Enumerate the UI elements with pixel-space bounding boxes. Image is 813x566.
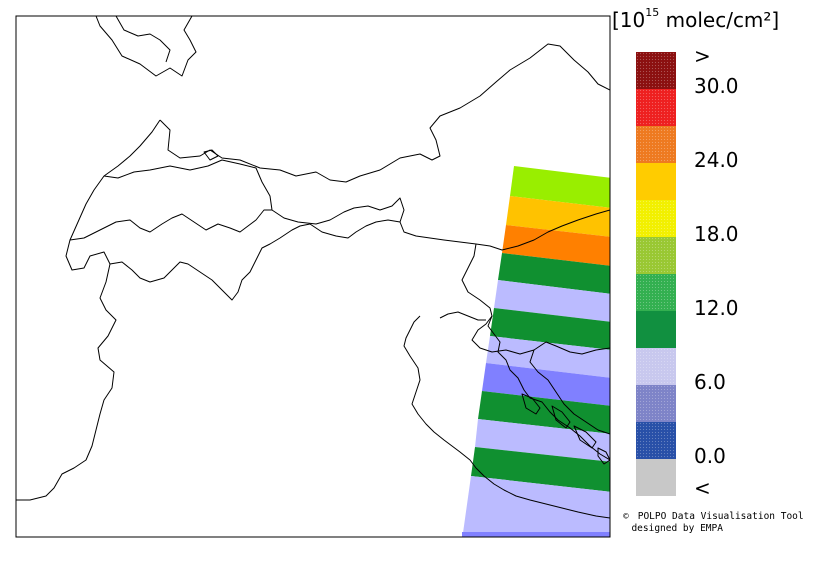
island-3 (573, 425, 597, 449)
legend-swatch (636, 237, 676, 274)
border-slovenia (461, 243, 610, 355)
legend-tick-label: 12.0 (694, 296, 739, 320)
legend-swatch (636, 422, 676, 459)
swath-band (475, 419, 610, 462)
border-swiss-south (69, 209, 272, 241)
island-2 (551, 405, 571, 429)
unit-suffix: molec/cm²] (659, 8, 780, 32)
credit-line-2: designed by EMPA (631, 523, 723, 534)
coast-istria (487, 315, 610, 461)
legend-swatch (636, 126, 676, 163)
unit-exponent: 15 (645, 6, 660, 20)
border-france-east (16, 119, 161, 501)
legend-swatch (636, 274, 676, 311)
legend-tick-label: 30.0 (694, 74, 739, 98)
legend-tick-label: < (694, 476, 711, 500)
border-germany-west (115, 16, 171, 63)
legend-swatch (636, 200, 676, 237)
swath-band (506, 196, 610, 237)
satellite-swath (462, 166, 610, 537)
legend-swatch (636, 52, 676, 89)
legend-unit-label: [1015 molec/cm²] (612, 6, 808, 38)
coast-lagoon (439, 311, 486, 321)
swath-band (510, 166, 610, 208)
swath-band (494, 280, 610, 322)
legend-swatch (636, 459, 676, 496)
unit-prefix: [10 (612, 8, 646, 32)
credit-text: © POLPO Data Visualisation Tool designed… (620, 511, 804, 534)
legend-tick-label: 24.0 (694, 148, 739, 172)
island-4 (597, 447, 610, 465)
country-borders (16, 16, 610, 519)
swath-band (462, 532, 610, 537)
legend-swatch (636, 89, 676, 126)
copyright-icon: © (623, 512, 629, 522)
legend-swatch (636, 348, 676, 385)
legend-tick-label: > (694, 44, 711, 68)
legend-tick-label: 0.0 (694, 444, 726, 468)
swath-band (486, 336, 610, 378)
legend-tick-label: 6.0 (694, 370, 726, 394)
swath-band (471, 447, 610, 492)
swath-band (490, 308, 610, 350)
legend-tick-label: 18.0 (694, 222, 739, 246)
legend-swatch (636, 311, 676, 348)
swath-band (462, 476, 610, 537)
map-frame (15, 15, 611, 538)
border-swiss (103, 159, 610, 251)
swath-band (502, 225, 610, 266)
border-austria-italy (309, 219, 401, 239)
border-france-north (95, 16, 197, 77)
island-1 (521, 393, 541, 415)
border-swiss-italy (109, 223, 311, 301)
island-5 (203, 149, 219, 161)
legend-swatch (636, 163, 676, 200)
swath-band (498, 253, 610, 294)
legend-swatch (636, 385, 676, 422)
swath-band (478, 391, 610, 434)
border-croatia (529, 349, 610, 435)
credit-line-1: POLPO Data Visualisation Tool (637, 511, 804, 522)
coast-adriatic (403, 315, 610, 519)
